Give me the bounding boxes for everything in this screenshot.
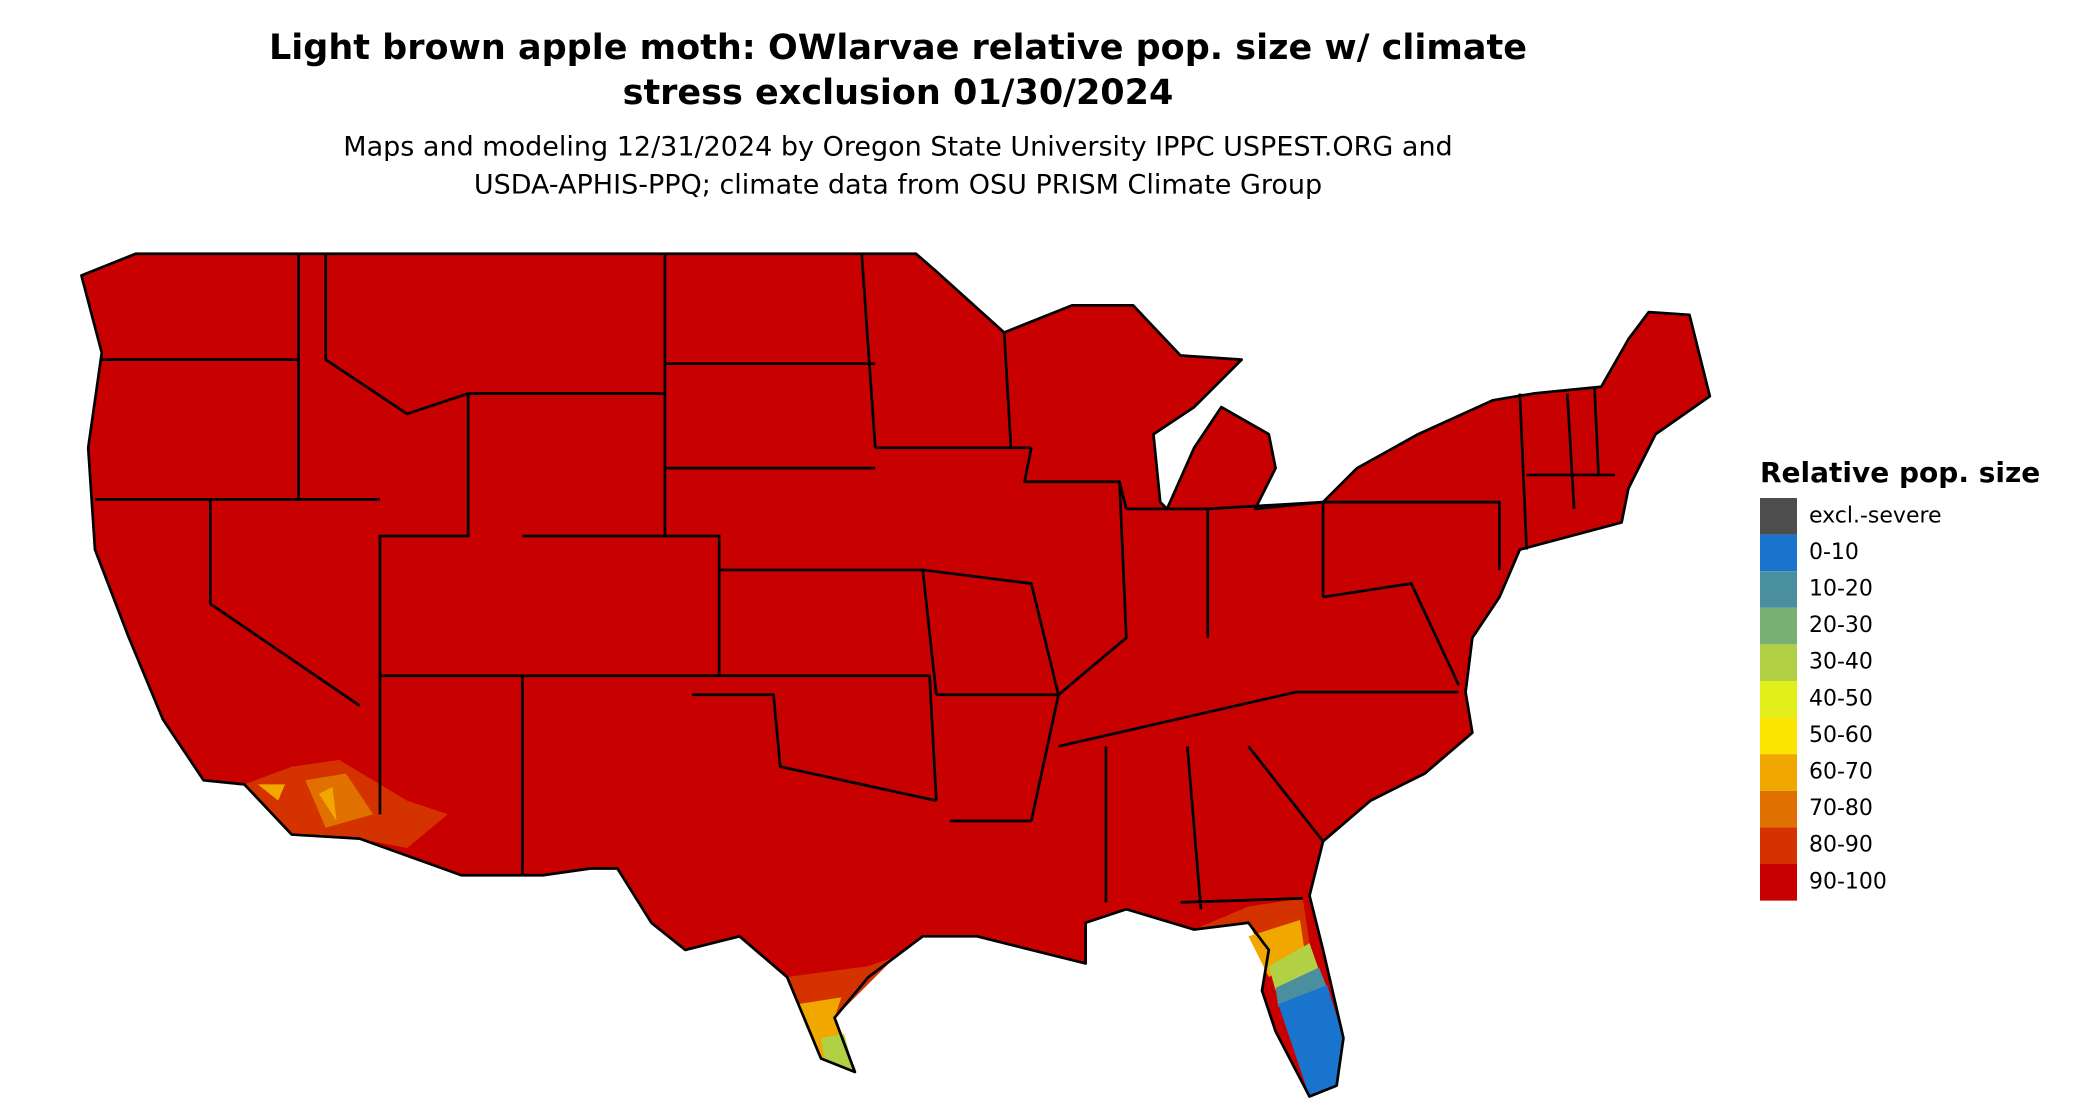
legend-swatch xyxy=(1760,534,1797,572)
legend-label: 70-80 xyxy=(1809,796,1873,821)
zone-0-10 xyxy=(1278,985,1344,1097)
legend-swatch xyxy=(1760,754,1797,791)
legend-swatch xyxy=(1760,864,1797,901)
zone-80-90 xyxy=(787,956,896,1073)
legend-swatch xyxy=(1760,498,1797,535)
legend-label: 80-90 xyxy=(1809,833,1873,858)
legend-label: 20-30 xyxy=(1809,613,1873,638)
state-borders xyxy=(94,253,1615,910)
title-line: Light brown apple moth: OWlarvae relativ… xyxy=(269,28,1527,68)
subtitle-line: USDA-APHIS-PPQ; climate data from OSU PR… xyxy=(474,170,1322,201)
legend-swatch xyxy=(1760,644,1797,681)
legend-swatch xyxy=(1760,717,1797,755)
legend-label: 60-70 xyxy=(1809,760,1873,785)
subtitle-line: Maps and modeling 12/31/2024 by Oregon S… xyxy=(343,132,1452,163)
legend-swatch xyxy=(1760,607,1797,645)
title-line: stress exclusion 01/30/2024 xyxy=(623,73,1174,113)
legend: excl.-severe 0-10 10-20 20-30 30-40 40-50 50-6… xyxy=(1760,498,1942,901)
legend-label: excl.-severe xyxy=(1809,503,1942,528)
zone-30-40 xyxy=(1268,943,1320,991)
legend-label: 40-50 xyxy=(1809,686,1873,711)
legend-label: 50-60 xyxy=(1809,723,1873,748)
legend-title: Relative pop. size xyxy=(1760,456,2040,489)
legend-label: 10-20 xyxy=(1809,577,1873,602)
zone-70-80 xyxy=(305,773,374,828)
legend-label: 90-100 xyxy=(1809,869,1887,894)
legend-swatch xyxy=(1760,790,1797,828)
legend-swatch xyxy=(1760,571,1797,608)
us-map xyxy=(80,252,1712,1098)
zone-10-20 xyxy=(1275,967,1328,1007)
legend-label: 30-40 xyxy=(1809,650,1873,675)
zone-60-70 xyxy=(257,784,337,821)
legend-label: 0-10 xyxy=(1809,540,1859,565)
legend-swatch xyxy=(1760,681,1797,718)
legend-swatch xyxy=(1760,827,1797,864)
